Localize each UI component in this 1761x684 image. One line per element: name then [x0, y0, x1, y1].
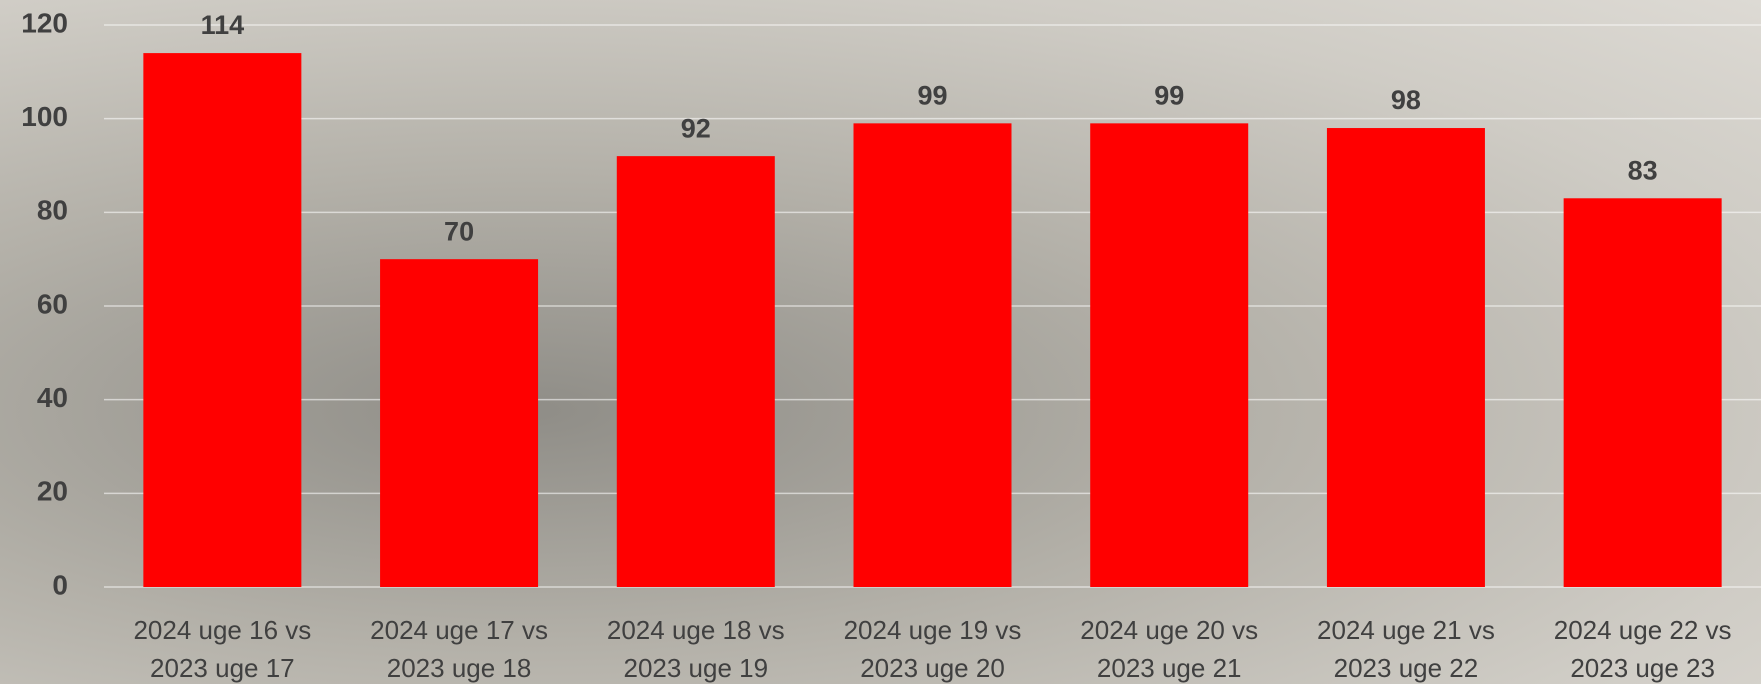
y-tick-label: 100	[21, 101, 68, 132]
bar	[1090, 123, 1249, 587]
value-label: 114	[201, 10, 245, 40]
value-label: 70	[444, 216, 474, 246]
x-tick-label: 2024 uge 22 vs 2023 uge 23	[1553, 615, 1732, 683]
bar	[853, 123, 1012, 587]
y-tick-label: 80	[37, 195, 68, 226]
bar	[143, 53, 302, 588]
x-tick-label: 2024 uge 21 vs 2023 uge 22	[1317, 615, 1495, 683]
bar	[1563, 198, 1722, 588]
bar	[380, 259, 539, 587]
y-tick-label: 20	[37, 476, 68, 507]
value-label: 83	[1628, 155, 1658, 185]
x-tick-label: 2024 uge 19 vs 2023 uge 20	[843, 615, 1022, 683]
value-label: 99	[917, 80, 947, 110]
value-label: 92	[681, 113, 711, 143]
y-tick-label: 40	[37, 382, 68, 413]
value-label: 99	[1154, 80, 1184, 110]
value-label: 98	[1391, 85, 1421, 115]
bar	[1326, 128, 1485, 588]
y-tick-label: 120	[21, 7, 68, 38]
y-tick-label: 0	[52, 569, 68, 600]
x-tick-label: 2024 uge 17 vs 2023 uge 18	[370, 615, 548, 683]
x-tick-label: 2024 uge 20 vs 2023 uge 21	[1080, 615, 1259, 683]
y-tick-label: 60	[37, 288, 68, 319]
x-tick-label: 2024 uge 18 vs 2023 uge 19	[606, 615, 785, 683]
bar	[616, 156, 775, 587]
x-tick-label: 2024 uge 16 vs 2023 uge 17	[133, 615, 312, 683]
